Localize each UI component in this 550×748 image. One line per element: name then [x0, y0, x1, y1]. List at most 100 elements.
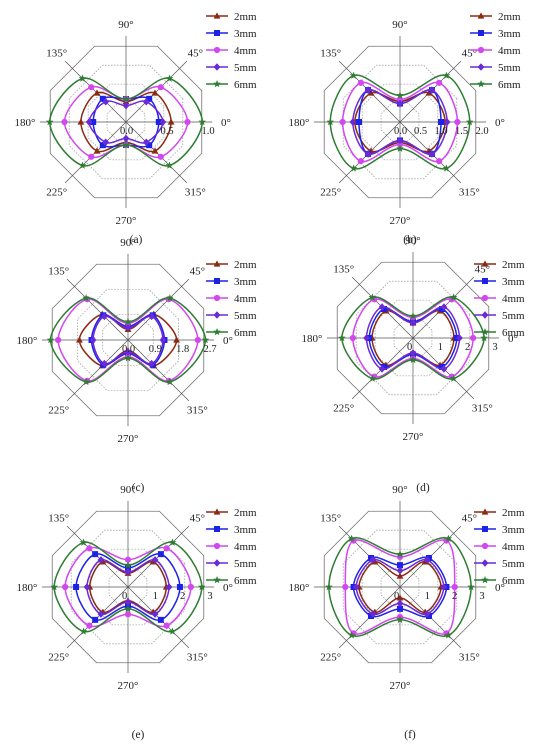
legend-label-4mm: 4mm [234, 541, 257, 553]
tick-label: 0.5 [414, 126, 427, 137]
data-point-6mm [166, 294, 174, 302]
spoke-225 [66, 339, 129, 402]
angle-label-180: 180° [15, 117, 36, 129]
data-point-6mm [50, 583, 58, 591]
legend-marker-5mm [481, 311, 489, 319]
angle-label-90: 90° [120, 484, 135, 496]
data-point-4mm [157, 84, 164, 91]
panel-caption: (b) [403, 234, 417, 246]
legend-label-5mm: 5mm [498, 62, 521, 74]
angle-label-135: 135° [320, 48, 341, 60]
tick-label: 3 [492, 342, 497, 353]
data-point-6mm [45, 118, 54, 126]
legend-label-5mm: 5mm [502, 310, 525, 322]
data-point-5mm [428, 86, 436, 94]
legend-marker-2mm [213, 508, 221, 515]
angle-label-315: 315° [185, 186, 206, 198]
data-point-3mm [438, 119, 444, 125]
data-point-3mm [397, 605, 403, 612]
outer-ring [323, 510, 477, 664]
angle-label-90: 90° [120, 237, 135, 249]
data-point-4mm [163, 622, 170, 629]
angle-label-180: 180° [302, 333, 323, 345]
angle-label-135: 135° [46, 48, 67, 60]
data-point-3mm [73, 584, 80, 590]
angle-label-45: 45° [462, 513, 477, 525]
data-point-5mm [364, 150, 372, 158]
tick-label: 0.0 [120, 126, 133, 137]
data-point-6mm [168, 538, 177, 546]
data-point-2mm [167, 118, 175, 125]
legend-label-3mm: 3mm [502, 276, 525, 288]
angle-label-45: 45° [188, 48, 203, 60]
legend-label-5mm: 5mm [234, 558, 257, 570]
data-point-3mm [146, 142, 153, 149]
data-point-4mm [349, 334, 356, 342]
angle-label-180: 180° [17, 335, 38, 347]
panel-caption: (c) [132, 482, 145, 494]
legend-label-6mm: 6mm [234, 327, 257, 339]
legend-marker-4mm [213, 294, 221, 302]
data-point-2mm [151, 89, 159, 96]
data-point-6mm [124, 604, 132, 613]
polar-panel-b: 0°45°90°135°180°225°270°315°0.0 0.5 1.0 1.5… [289, 11, 522, 246]
data-point-4mm [55, 336, 62, 344]
data-point-6mm [442, 164, 451, 172]
data-point-3mm [90, 119, 97, 125]
data-point-5mm [396, 566, 404, 575]
legend-marker-3mm [214, 526, 220, 532]
legend-label-3mm: 3mm [234, 524, 257, 536]
spoke-315 [127, 339, 190, 402]
legend-label-4mm: 4mm [502, 541, 525, 553]
data-point-6mm [326, 118, 335, 126]
data-point-3mm [356, 119, 362, 125]
polar-panel-a: 0° 45° 90° 135° 180° 225° 270° 315° 0.0 0.5 1.0 2mm… [15, 11, 258, 246]
angle-label-90: 90° [405, 235, 420, 247]
data-point-3mm [397, 562, 403, 569]
angle-label-135: 135° [333, 264, 354, 276]
polar-panel-d: 0° 45° 90° 135° 180° 225° 270° 315° 0 1 2 3 2mm 3mm 4m… [302, 235, 526, 494]
data-point-3mm [99, 142, 106, 149]
angle-label-90: 90° [392, 484, 407, 496]
data-point-5mm [124, 568, 132, 576]
data-point-5mm [89, 336, 97, 344]
legend-marker-2mm [481, 508, 489, 515]
data-point-6mm [449, 293, 458, 301]
data-point-5mm [440, 365, 448, 373]
legend-marker-2mm [477, 12, 485, 19]
data-point-5mm [151, 556, 159, 564]
data-point-6mm [347, 534, 356, 542]
panel-caption: (a) [130, 234, 143, 246]
data-point-5mm [100, 312, 108, 321]
data-point-3mm [157, 616, 164, 623]
data-point-5mm [378, 303, 386, 311]
tick-label: 1 [425, 591, 430, 602]
data-point-5mm [148, 359, 156, 368]
legend-marker-2mm [481, 260, 489, 267]
data-point-5mm [148, 312, 156, 321]
angle-label-0: 0° [495, 582, 505, 594]
data-point-3mm [176, 584, 183, 590]
legend-marker-6mm [481, 576, 489, 584]
legend-label-4mm: 4mm [502, 293, 525, 305]
angle-label-315: 315° [472, 402, 493, 414]
polar-panel-e: 0° 45° 90° 135° 180° 225° 270° 315° 0 1 2 3 2mm 3mm 4m… [17, 484, 258, 741]
data-point-6mm [79, 538, 88, 546]
tick-label: 1.5 [455, 126, 468, 137]
legend-label-6mm: 6mm [502, 327, 525, 339]
data-point-2mm [76, 336, 83, 343]
data-point-4mm [357, 158, 364, 165]
data-point-3mm [425, 555, 432, 562]
angle-label-180: 180° [289, 582, 310, 594]
angle-label-0: 0° [223, 582, 233, 594]
angle-label-225: 225° [46, 186, 67, 198]
data-point-6mm [347, 631, 356, 639]
data-point-5mm [456, 334, 463, 342]
legend-marker-4mm [477, 46, 485, 54]
angle-label-135: 135° [48, 513, 69, 525]
angle-label-270: 270° [118, 680, 139, 692]
data-point-6mm [349, 71, 358, 79]
legend-label-4mm: 4mm [234, 293, 257, 305]
legend-marker-5mm [213, 559, 221, 567]
legend-marker-6mm [213, 80, 221, 88]
